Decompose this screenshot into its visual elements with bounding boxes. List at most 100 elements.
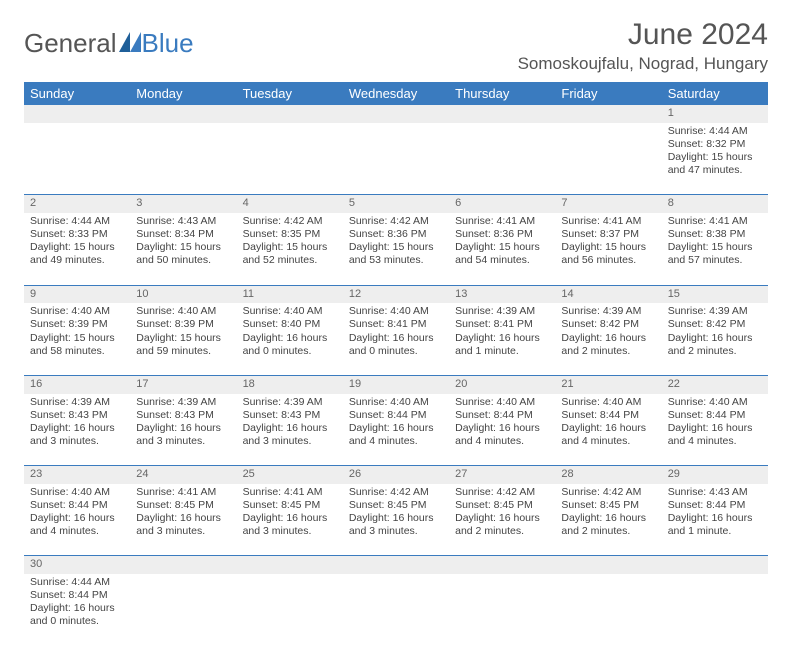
day-number-cell: 21 <box>555 375 661 393</box>
sunset-line: Sunset: 8:44 PM <box>30 589 124 602</box>
sunset-line: Sunset: 8:44 PM <box>668 409 762 422</box>
daylight-line: Daylight: 16 hours and 1 minute. <box>455 332 549 358</box>
sunrise-line: Sunrise: 4:44 AM <box>668 125 762 138</box>
day-info-cell: Sunrise: 4:41 AMSunset: 8:45 PMDaylight:… <box>130 484 236 556</box>
day-info-cell: Sunrise: 4:40 AMSunset: 8:44 PMDaylight:… <box>343 394 449 466</box>
day-number-cell: 10 <box>130 285 236 303</box>
day-number-cell: 3 <box>130 195 236 213</box>
day-info-row: Sunrise: 4:44 AMSunset: 8:44 PMDaylight:… <box>24 574 768 646</box>
daylight-line: Daylight: 16 hours and 3 minutes. <box>349 512 443 538</box>
day-info-cell: Sunrise: 4:41 AMSunset: 8:37 PMDaylight:… <box>555 213 661 285</box>
day-number-cell: 13 <box>449 285 555 303</box>
day-info-cell: Sunrise: 4:44 AMSunset: 8:44 PMDaylight:… <box>24 574 130 646</box>
logo: General Blue <box>24 18 194 59</box>
sunset-line: Sunset: 8:32 PM <box>668 138 762 151</box>
day-info-cell: Sunrise: 4:39 AMSunset: 8:41 PMDaylight:… <box>449 303 555 375</box>
sunset-line: Sunset: 8:38 PM <box>668 228 762 241</box>
day-info-cell: Sunrise: 4:43 AMSunset: 8:34 PMDaylight:… <box>130 213 236 285</box>
day-info-cell <box>130 574 236 646</box>
sunset-line: Sunset: 8:33 PM <box>30 228 124 241</box>
sunrise-line: Sunrise: 4:39 AM <box>136 396 230 409</box>
day-number-cell: 14 <box>555 285 661 303</box>
logo-text-general: General <box>24 28 117 59</box>
day-info-cell <box>555 123 661 195</box>
day-info-row: Sunrise: 4:39 AMSunset: 8:43 PMDaylight:… <box>24 394 768 466</box>
day-number-cell <box>449 105 555 123</box>
day-number-row: 1 <box>24 105 768 123</box>
daylight-line: Daylight: 15 hours and 49 minutes. <box>30 241 124 267</box>
day-info-cell: Sunrise: 4:41 AMSunset: 8:38 PMDaylight:… <box>662 213 768 285</box>
day-number-cell: 27 <box>449 466 555 484</box>
sunrise-line: Sunrise: 4:41 AM <box>561 215 655 228</box>
sunrise-line: Sunrise: 4:39 AM <box>30 396 124 409</box>
sunset-line: Sunset: 8:43 PM <box>136 409 230 422</box>
day-number-cell: 5 <box>343 195 449 213</box>
sunrise-line: Sunrise: 4:40 AM <box>243 305 337 318</box>
day-number-row: 16171819202122 <box>24 375 768 393</box>
day-info-row: Sunrise: 4:40 AMSunset: 8:44 PM Daylight:… <box>24 484 768 556</box>
daylight-line: Daylight: 16 hours and 1 minute. <box>668 512 762 538</box>
day-info-cell <box>555 574 661 646</box>
day-number-cell: 26 <box>343 466 449 484</box>
day-number-cell <box>24 105 130 123</box>
sunrise-line: Sunrise: 4:43 AM <box>668 486 762 499</box>
sunrise-line: Sunrise: 4:39 AM <box>455 305 549 318</box>
day-number-row: 30 <box>24 556 768 574</box>
daylight-line: Daylight: 15 hours and 54 minutes. <box>455 241 549 267</box>
sunset-line: Sunset: 8:41 PM <box>349 318 443 331</box>
day-number-cell <box>130 556 236 574</box>
day-number-cell: 30 <box>24 556 130 574</box>
day-info-cell <box>449 123 555 195</box>
month-title: June 2024 <box>518 18 768 52</box>
sunset-line: Sunset: 8:36 PM <box>455 228 549 241</box>
day-number-cell: 19 <box>343 375 449 393</box>
day-info-cell: Sunrise: 4:41 AMSunset: 8:45 PMDaylight:… <box>237 484 343 556</box>
sunrise-line: Sunrise: 4:42 AM <box>349 215 443 228</box>
title-block: June 2024 Somoskoujfalu, Nograd, Hungary <box>518 18 768 74</box>
sunrise-line: Sunrise: 4:40 AM <box>136 305 230 318</box>
daylight-line: Daylight: 16 hours and 3 minutes. <box>136 512 230 538</box>
daylight-line: Daylight: 16 hours and 2 minutes. <box>455 512 549 538</box>
day-number-row: 9101112131415 <box>24 285 768 303</box>
day-number-row: 2345678 <box>24 195 768 213</box>
sunset-line: Sunset: 8:36 PM <box>349 228 443 241</box>
day-info-cell: Sunrise: 4:40 AMSunset: 8:39 PMDaylight:… <box>130 303 236 375</box>
sunrise-line: Sunrise: 4:41 AM <box>668 215 762 228</box>
sunrise-line: Sunrise: 4:42 AM <box>455 486 549 499</box>
logo-text-blue: Blue <box>142 28 194 59</box>
day-info-row: Sunrise: 4:44 AMSunset: 8:32 PMDaylight:… <box>24 123 768 195</box>
sunset-line: Sunset: 8:45 PM <box>455 499 549 512</box>
sunset-line: Sunset: 8:44 PM <box>455 409 549 422</box>
sunrise-line: Sunrise: 4:39 AM <box>243 396 337 409</box>
calendar-table: SundayMondayTuesdayWednesdayThursdayFrid… <box>24 82 768 646</box>
weekday-header: Friday <box>555 82 661 105</box>
day-info-cell <box>130 123 236 195</box>
weekday-header: Sunday <box>24 82 130 105</box>
sunrise-line: Sunrise: 4:40 AM <box>30 486 124 499</box>
day-number-cell: 15 <box>662 285 768 303</box>
day-number-cell <box>237 556 343 574</box>
daylight-line: Daylight: 15 hours and 57 minutes. <box>668 241 762 267</box>
daylight-line: Daylight: 15 hours and 59 minutes. <box>136 332 230 358</box>
day-info-cell: Sunrise: 4:40 AMSunset: 8:44 PMDaylight:… <box>662 394 768 466</box>
day-info-row: Sunrise: 4:40 AMSunset: 8:39 PMDaylight:… <box>24 303 768 375</box>
day-info-cell: Sunrise: 4:40 AMSunset: 8:39 PMDaylight:… <box>24 303 130 375</box>
daylight-line: Daylight: 16 hours and 0 minutes. <box>243 332 337 358</box>
daylight-line: Daylight: 15 hours and 53 minutes. <box>349 241 443 267</box>
sunset-line: Sunset: 8:44 PM <box>30 499 124 512</box>
day-number-cell: 12 <box>343 285 449 303</box>
sunrise-line: Sunrise: 4:43 AM <box>136 215 230 228</box>
day-number-cell: 29 <box>662 466 768 484</box>
day-info-cell: Sunrise: 4:42 AMSunset: 8:45 PMDaylight:… <box>343 484 449 556</box>
day-info-cell: Sunrise: 4:40 AMSunset: 8:44 PMDaylight:… <box>449 394 555 466</box>
day-info-cell: Sunrise: 4:42 AMSunset: 8:36 PMDaylight:… <box>343 213 449 285</box>
page-header: General Blue June 2024 Somoskoujfalu, No… <box>24 18 768 74</box>
day-number-cell <box>555 556 661 574</box>
daylight-line: Daylight: 16 hours and 0 minutes. <box>30 602 124 628</box>
day-number-cell: 11 <box>237 285 343 303</box>
day-number-cell <box>555 105 661 123</box>
daylight-line: Daylight: 16 hours and 3 minutes. <box>243 512 337 538</box>
sunrise-line: Sunrise: 4:39 AM <box>561 305 655 318</box>
sunset-line: Sunset: 8:44 PM <box>561 409 655 422</box>
day-number-cell: 9 <box>24 285 130 303</box>
